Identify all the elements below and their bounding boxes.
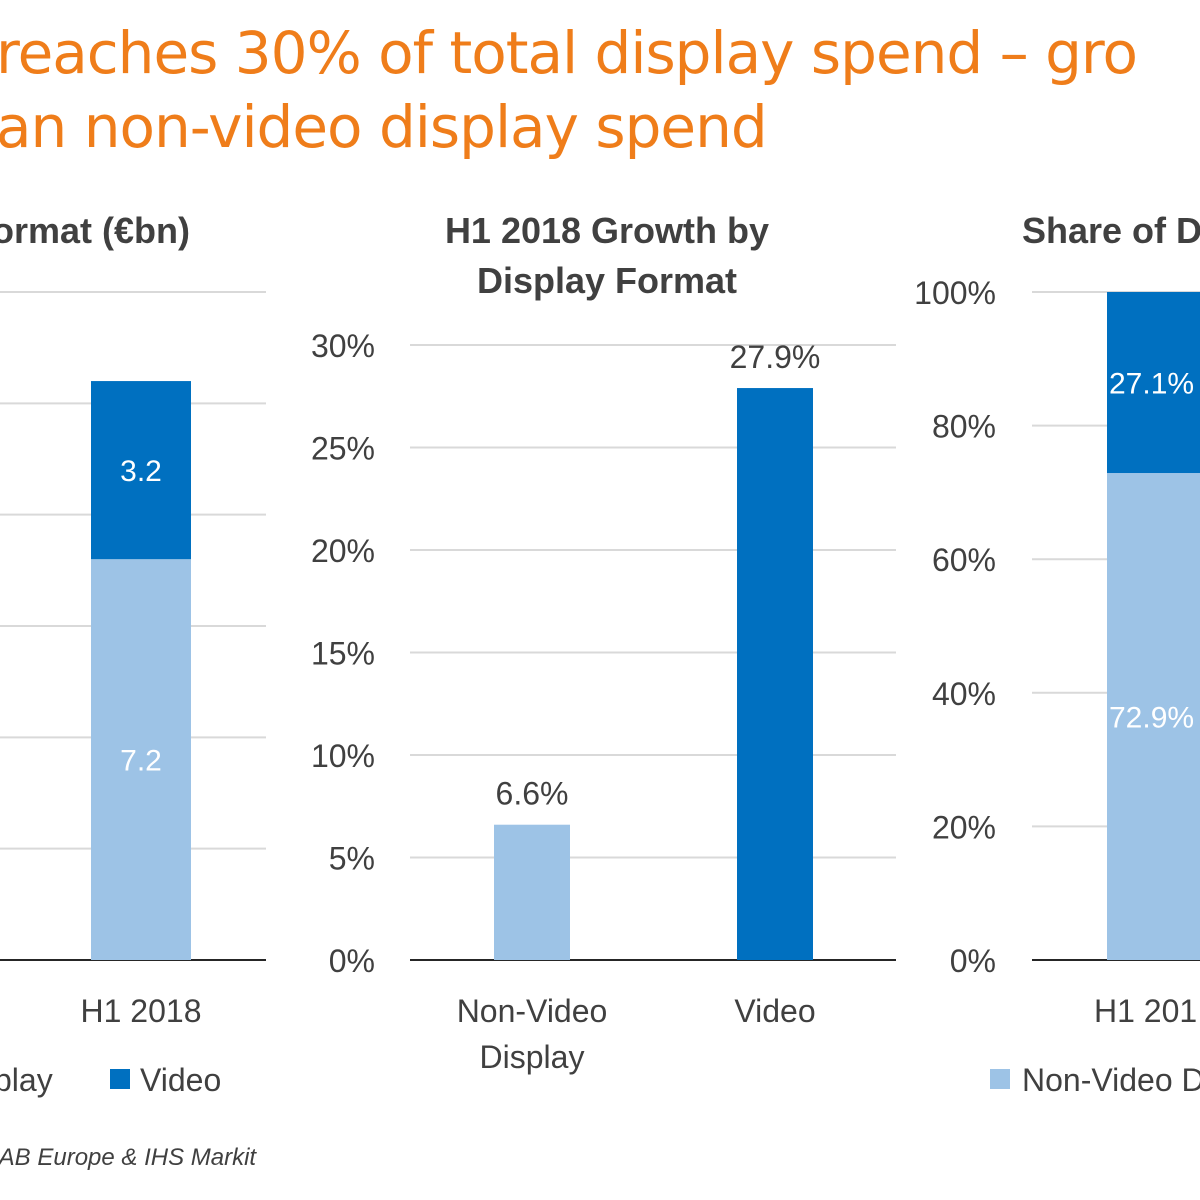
y-tick-label: 15% xyxy=(311,636,375,672)
source-note: IAB Europe & IHS Markit xyxy=(0,1144,257,1171)
slide-headline: reaches 30% of total display spend – gro… xyxy=(0,16,1138,164)
bar-segment-non-video xyxy=(91,559,191,960)
legend-swatch-non-video xyxy=(990,1069,1010,1089)
data-label: 72.9% xyxy=(1109,702,1194,735)
chart1-title: ormat (€bn) xyxy=(0,210,190,251)
y-tick-label: 5% xyxy=(329,841,375,877)
bar-segment-non-video xyxy=(1107,473,1200,960)
x-tick-label: H1 2018 xyxy=(81,993,202,1029)
chart-growth: 0% 5% 10% 15% 20% 25% 30% 6.6% Non-Video Display 2… xyxy=(311,328,896,1075)
bar-segment-video xyxy=(91,381,191,560)
chart2-title-line-2: Display Format xyxy=(476,260,738,301)
legend-label-non-video: Non-Video D xyxy=(1022,1062,1200,1098)
chart-stacked-spend: 7.2 3.2 H1 2018 play Video xyxy=(0,291,266,1098)
legend-label-non-video: play xyxy=(0,1062,53,1098)
x-tick-label: H1 201 xyxy=(1094,993,1197,1029)
chart3-title: Share of D xyxy=(1022,210,1200,251)
y-tick-label: 40% xyxy=(932,676,996,712)
y-tick-label: 80% xyxy=(932,409,996,445)
y-tick-label: 60% xyxy=(932,542,996,578)
y-tick-label: 30% xyxy=(311,328,375,364)
y-tick-label: 0% xyxy=(950,943,996,979)
legend-swatch-video xyxy=(110,1069,130,1089)
bar-non-video xyxy=(494,824,570,960)
y-tick-label: 20% xyxy=(311,533,375,569)
y-tick-label: 100% xyxy=(914,275,996,311)
bar-video xyxy=(737,388,813,960)
y-tick-label: 20% xyxy=(932,809,996,845)
data-label: 7.2 xyxy=(120,745,162,778)
headline-line-2: an non-video display spend xyxy=(0,93,768,161)
legend-label-video: Video xyxy=(140,1062,221,1098)
headline-line-1: reaches 30% of total display spend – gro xyxy=(0,19,1138,87)
data-label: 6.6% xyxy=(496,776,569,812)
x-tick-label: Video xyxy=(734,993,815,1029)
bar-segment-video xyxy=(1107,292,1200,474)
y-tick-label: 25% xyxy=(311,431,375,467)
data-label: 3.2 xyxy=(120,455,162,488)
chart2-title: H1 2018 Growth by Display Format xyxy=(432,206,782,306)
chart2-title-line-1: H1 2018 Growth by xyxy=(444,210,770,251)
data-label: 27.9% xyxy=(730,339,821,375)
y-tick-label: 0% xyxy=(329,943,375,979)
x-tick-label: Non-Video xyxy=(457,993,608,1029)
chart-share: 0% 20% 40% 60% 80% 100% 72.9% 27.1% H1 201 Non-Vi… xyxy=(914,275,1200,1098)
y-tick-label: 10% xyxy=(311,738,375,774)
x-tick-label: Display xyxy=(480,1039,585,1075)
data-label: 27.1% xyxy=(1109,368,1194,401)
